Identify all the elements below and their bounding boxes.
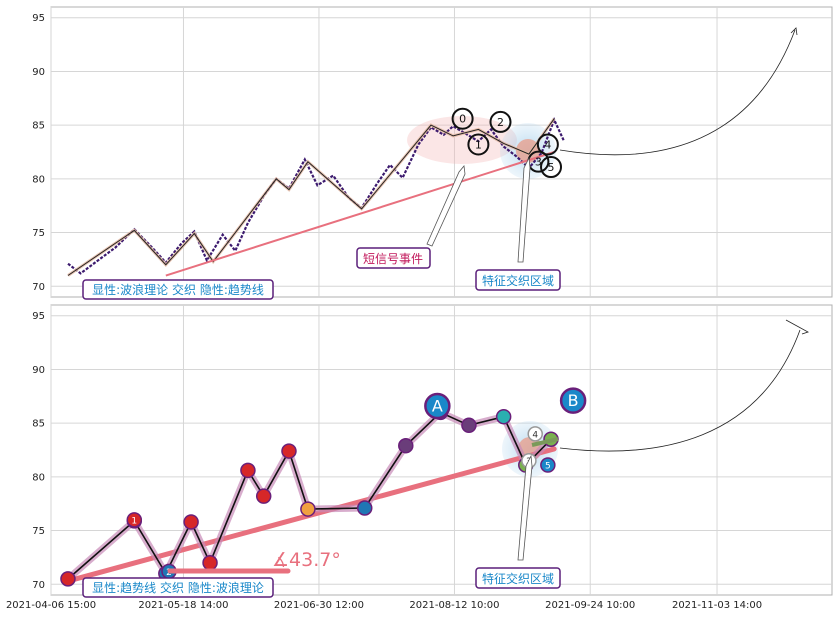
feature-zone-label-box-top: 特征交织区域 xyxy=(475,269,561,291)
zigzag-line xyxy=(67,411,552,580)
bottom-legend-label: 显性:趋势线 交织 隐性:波浪理论 xyxy=(92,580,264,595)
point-label: B xyxy=(568,391,579,410)
y-tick-label: 85 xyxy=(32,121,45,132)
wave-point-label: 0 xyxy=(459,113,466,126)
zigzag-node xyxy=(356,500,373,516)
top-trend-line xyxy=(165,151,555,277)
y-tick-label: 85 xyxy=(32,419,45,430)
zigzag-node xyxy=(60,571,76,587)
wave-point-label: 5 xyxy=(548,161,555,174)
point-label: 1 xyxy=(131,516,137,526)
point-label: 5 xyxy=(545,462,551,472)
wave-point-0: 0 xyxy=(451,107,474,130)
wave-point-label: 2 xyxy=(497,116,504,129)
forecast-arrowhead-bottom xyxy=(785,319,809,335)
y-tick-label: 95 xyxy=(32,13,45,24)
forecast-arc-bottom xyxy=(559,329,801,452)
point-label: A xyxy=(432,396,443,415)
top-y-ticks: 70 75 80 85 90 95 xyxy=(32,13,45,293)
x-tick-label: 2021-05-18 14:00 xyxy=(138,600,228,611)
y-tick-label: 75 xyxy=(32,526,45,537)
short-signal-label-box: 短信号事件 xyxy=(356,247,431,269)
point-B: B xyxy=(559,387,587,414)
feature-zone-label-box-bottom: 特征交织区域 xyxy=(475,567,561,589)
y-tick-label: 80 xyxy=(32,174,45,185)
zigzag-node xyxy=(281,443,297,459)
wave-point-4: 4 xyxy=(536,133,559,156)
zigzag-node xyxy=(240,462,256,479)
bottom-x-ticks: 2021-04-06 15:00 2021-05-18 14:00 2021-06-… xyxy=(6,600,762,611)
y-tick-label: 90 xyxy=(32,365,45,376)
top-panel: 70 75 80 85 90 95 01 2 34 5 短信号事件 特征交织区域 显性:波浪理论… xyxy=(32,6,833,300)
wave-point-5: 5 xyxy=(540,156,563,179)
zigzag-node xyxy=(398,437,414,454)
trend-line xyxy=(165,151,555,277)
short-signal-arrow xyxy=(426,165,466,247)
bottom-zigzag xyxy=(60,404,559,587)
wave-point-1: 1 xyxy=(467,133,490,156)
zigzag-node xyxy=(461,417,477,434)
wave-point-label: 3 xyxy=(535,156,542,169)
forecast-arrowhead-top xyxy=(790,27,798,36)
x-tick-label: 2021-09-24 10:00 xyxy=(545,600,635,611)
point-4: 4 xyxy=(527,426,543,442)
y-tick-label: 90 xyxy=(32,67,45,78)
short-signal-label: 短信号事件 xyxy=(363,252,423,266)
point-1: 1 xyxy=(126,512,143,528)
top-legend-box: 显性:波浪理论 交织 隐性:趋势线 xyxy=(82,279,274,300)
x-tick-label: 2021-04-06 15:00 xyxy=(6,600,96,611)
zigzag-node xyxy=(300,501,316,517)
forecast-arc-top xyxy=(559,29,796,156)
wave-point-label: 4 xyxy=(544,138,551,151)
bottom-grid xyxy=(50,305,832,595)
zigzag-node xyxy=(255,488,272,504)
point-A: A xyxy=(424,392,451,420)
x-tick-label: 2021-06-30 12:00 xyxy=(274,600,364,611)
zigzag-node xyxy=(202,555,218,571)
wave-line xyxy=(67,118,555,276)
top-wave-line xyxy=(67,117,556,277)
x-tick-label: 2021-11-03 14:00 xyxy=(672,600,762,611)
trend-extension-green xyxy=(531,437,559,447)
top-legend-label: 显性:波浪理论 交织 隐性:趋势线 xyxy=(92,282,264,297)
y-tick-label: 95 xyxy=(32,311,45,322)
zigzag-node xyxy=(495,408,512,425)
feature-zone-label-top: 特征交织区域 xyxy=(482,273,554,288)
wave-point-2: 2 xyxy=(489,110,512,133)
x-tick-label: 2021-08-12 10:00 xyxy=(409,600,499,611)
y-tick-label: 75 xyxy=(32,228,45,239)
feature-zone-arrow-bottom xyxy=(517,454,533,561)
point-5: 5 xyxy=(540,457,556,473)
bottom-legend-box: 显性:趋势线 交织 隐性:波浪理论 xyxy=(82,577,274,598)
y-tick-label: 70 xyxy=(32,282,45,293)
bottom-panel: 70 75 80 85 90 95 2021-04-06 15:00 2021-05-18 … xyxy=(6,304,833,611)
feature-zone-arrow-top xyxy=(517,156,531,263)
y-tick-label: 70 xyxy=(32,580,45,591)
point-label: 4 xyxy=(532,430,538,440)
feature-zone-label-bottom: 特征交织区域 xyxy=(482,571,554,586)
angle-label: ∡43.7° xyxy=(272,549,341,571)
bottom-y-ticks: 70 75 80 85 90 95 xyxy=(32,311,45,591)
zigzag-node xyxy=(183,514,199,530)
y-tick-label: 80 xyxy=(32,472,45,483)
wave-point-label: 1 xyxy=(475,138,482,151)
